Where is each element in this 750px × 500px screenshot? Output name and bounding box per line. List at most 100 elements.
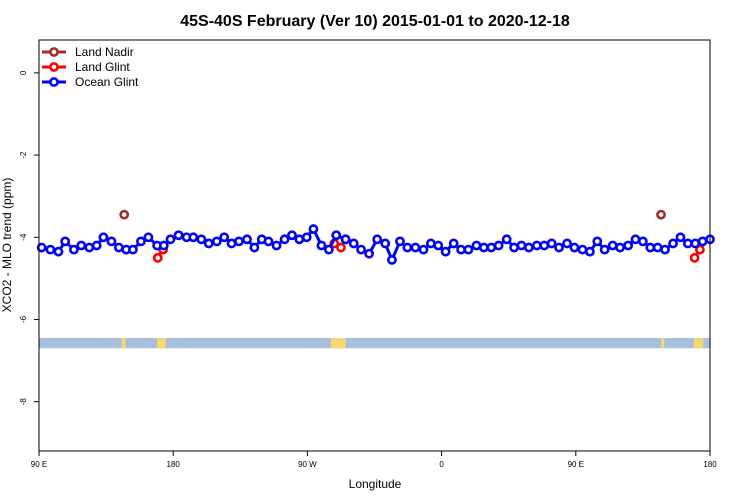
ocean-glint-point-1 (45, 244, 56, 255)
land-segment-0 (121, 337, 126, 349)
ocean-glint-point-12 (128, 244, 138, 255)
ocean-glint-point-67 (546, 238, 557, 249)
ocean-glint-point-45 (380, 238, 391, 249)
y-axis-ticks: 0 -2 -4 -6 -8 (19, 70, 39, 405)
land-segment-2 (330, 337, 346, 349)
ocean-glint-point-48 (402, 242, 413, 253)
ocean-band (39, 337, 710, 349)
ocean-glint-point-43 (364, 248, 375, 259)
x-tick-label-3: 0 (439, 460, 444, 469)
ocean-glint-point-52 (433, 240, 444, 251)
ocean-glint-point-54 (448, 238, 459, 249)
land-segment-4 (693, 337, 704, 349)
ocean-glint-point-21 (196, 234, 207, 245)
land-glint-seg1-point-1 (336, 242, 346, 253)
ocean-glint-point-30 (263, 236, 274, 247)
ocean-glint-point-53 (440, 246, 451, 257)
legend-marker-ocean-glint (49, 77, 59, 87)
ocean-glint-point-42 (356, 244, 366, 255)
ocean-glint-point-18 (173, 230, 184, 241)
legend-label-land-glint: Land Glint (75, 60, 130, 74)
ocean-glint-point-50 (418, 244, 429, 255)
land-segment-1 (157, 337, 166, 349)
x-axis-label: Longitude (349, 477, 402, 491)
ocean-glint-point-61 (501, 234, 512, 245)
x-tick-label-5: 180 (703, 460, 717, 469)
y-tick-label-1: -2 (19, 151, 28, 159)
ocean-glint-point-46 (387, 254, 397, 265)
ocean-glint-point-36 (308, 224, 319, 234)
ocean-glint-point-7 (91, 240, 102, 251)
ocean-glint-point-16 (158, 240, 169, 251)
ocean-glint-point-84 (675, 232, 686, 243)
ocean-glint-point-40 (340, 234, 351, 245)
ocean-glint-point-33 (287, 230, 297, 241)
legend-marker-land-nadir (49, 47, 59, 57)
land-nadir-point-0 (119, 209, 130, 220)
ocean-glint-point-73 (592, 236, 603, 247)
ocean-glint-point-82 (660, 244, 670, 255)
ocean-glint-point-3 (60, 236, 71, 247)
ocean-glint-point-20 (188, 232, 199, 243)
ocean-glint-point-69 (562, 238, 572, 249)
ocean-glint-point-56 (463, 244, 474, 255)
legend-marker-land-glint (49, 62, 59, 72)
ocean-glint-point-28 (249, 242, 260, 253)
ocean-glint-point-74 (599, 244, 610, 255)
y-axis-label: XCO2 - MLO trend (ppm) (0, 178, 14, 313)
ocean-glint-point-39 (331, 230, 342, 241)
ocean-glint-point-8 (98, 232, 109, 243)
ocean-glint-point-47 (395, 236, 405, 247)
land-segment-3 (661, 337, 665, 349)
ocean-glint-point-31 (271, 240, 282, 251)
x-tick-label-0: 90 E (31, 460, 47, 469)
ocean-glint-point-4 (68, 244, 79, 255)
ocean-glint-point-76 (615, 242, 625, 253)
ocean-glint-point-17 (165, 234, 176, 245)
ocean-glint-point-70 (569, 242, 580, 253)
x-tick-label-4: 90 E (568, 460, 584, 469)
ocean-glint-point-49 (410, 242, 421, 253)
ocean-glint-point-41 (348, 238, 359, 249)
ocean-glint-point-68 (554, 242, 564, 253)
ocean-glint-point-13 (136, 236, 146, 247)
land-glint-seg2-point-1 (695, 244, 705, 255)
ocean-glint-point-22 (203, 238, 214, 249)
ocean-glint-point-32 (279, 234, 290, 245)
chart-title: 45S-40S February (Ver 10) 2015-01-01 to … (180, 13, 570, 30)
ocean-glint-point-79 (638, 236, 648, 247)
y-tick-label-3: -6 (19, 315, 28, 323)
ocean-glint-point-64 (523, 242, 534, 253)
x-axis-ticks: 90 E 180 90 W 0 90 E 180 (31, 451, 717, 469)
land-glint-seg2-point-0 (689, 252, 700, 263)
ocean-glint-point-35 (301, 232, 312, 243)
ocean-glint-point-60 (493, 240, 504, 251)
legend-label-land-nadir: Land Nadir (75, 45, 134, 59)
y-tick-label-2: -4 (19, 233, 28, 241)
x-tick-label-2: 90 W (298, 460, 317, 469)
ocean-glint-point-24 (219, 232, 230, 243)
ocean-glint-point-44 (372, 234, 383, 245)
land-glint-seg0-point-0 (152, 252, 163, 263)
y-tick-label-0: 0 (19, 70, 28, 75)
plot-frame (38, 39, 711, 452)
ocean-glint-point-9 (106, 236, 117, 247)
ocean-glint-point-72 (584, 246, 595, 257)
ocean-glint-point-38 (323, 244, 334, 255)
ocean-glint-point-5 (76, 240, 87, 251)
ocean-glint-point-14 (143, 232, 154, 243)
x-tick-label-1: 180 (167, 460, 181, 469)
ocean-glint-point-83 (668, 238, 678, 249)
ocean-glint-point-2 (53, 246, 64, 257)
ocean-glint-point-0 (36, 242, 47, 253)
land-nadir-point-1 (656, 209, 666, 220)
ocean-glint-point-77 (623, 240, 634, 251)
land-ocean-band (39, 337, 710, 349)
ocean-glint-point-23 (211, 236, 222, 247)
y-tick-label-4: -8 (19, 398, 28, 406)
ocean-glint-point-37 (316, 240, 327, 251)
legend-label-ocean-glint: Ocean Glint (75, 75, 139, 89)
ocean-glint-point-27 (242, 234, 252, 245)
